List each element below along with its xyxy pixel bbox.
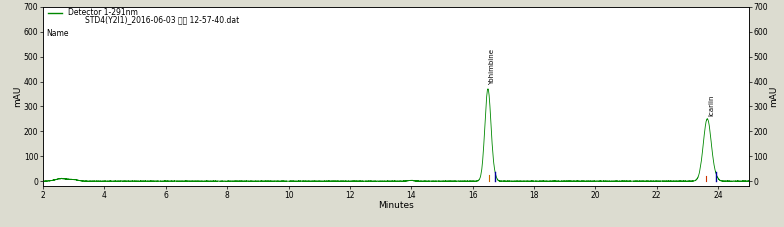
Text: Name: Name	[46, 29, 69, 38]
Y-axis label: mAU: mAU	[13, 86, 22, 107]
Text: Yohimbine: Yohimbine	[488, 49, 495, 85]
Text: Icariin: Icariin	[708, 94, 714, 116]
X-axis label: Minutes: Minutes	[378, 201, 414, 210]
Y-axis label: mAU: mAU	[770, 86, 779, 107]
Legend: Detector 1-291nm: Detector 1-291nm	[48, 8, 138, 17]
Text: STD4(Y2I1)_2016-06-03 午前 12-57-40.dat: STD4(Y2I1)_2016-06-03 午前 12-57-40.dat	[85, 15, 240, 24]
